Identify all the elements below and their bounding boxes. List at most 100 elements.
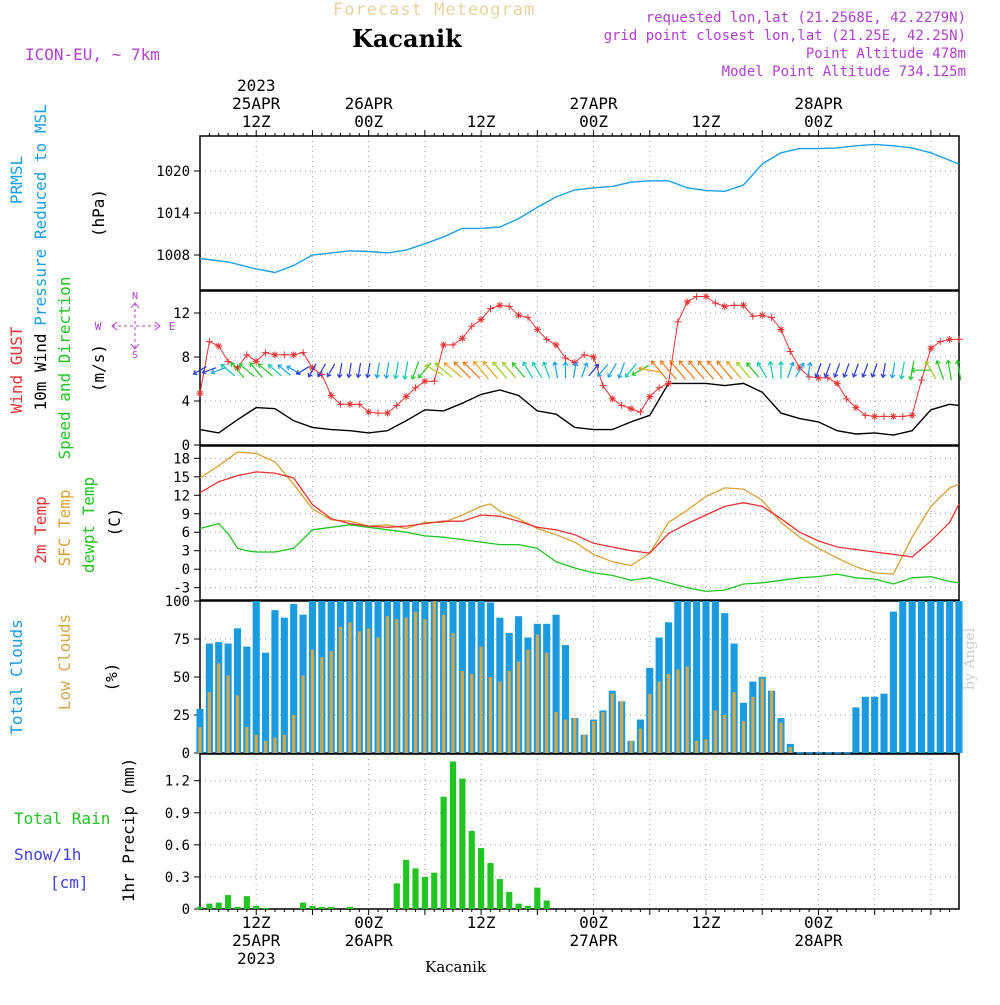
time-label-top: 27APR — [569, 94, 618, 113]
low-cloud-bar — [235, 695, 240, 753]
rain-bar — [449, 761, 457, 909]
total-cloud-bar — [262, 652, 270, 753]
rain-bar — [403, 859, 410, 909]
gust-marker-d2 — [515, 312, 522, 319]
gust-marker — [674, 318, 682, 326]
time-label-top: 00Z — [804, 112, 833, 131]
gust-marker — [215, 342, 223, 350]
gust-marker — [749, 312, 757, 320]
wind-arrow-head — [336, 373, 343, 379]
y-tick-label: 0 — [182, 562, 190, 578]
wind-arrow — [954, 359, 962, 381]
total-cloud-bar — [917, 601, 926, 753]
gust-marker — [833, 379, 841, 387]
rain-bar — [328, 906, 335, 909]
wind10m-line — [199, 382, 960, 436]
pressure-line — [199, 143, 960, 274]
wind-arrow-shaft — [258, 363, 274, 377]
low-cloud-bar — [423, 619, 427, 753]
rain-bar — [215, 902, 222, 909]
gust-marker — [843, 395, 851, 403]
gust-marker-d2 — [459, 335, 466, 342]
total-cloud-bar — [721, 613, 729, 753]
wind-arrow — [257, 363, 274, 377]
low-cloud-bar — [535, 634, 539, 753]
gust-marker-d2 — [347, 401, 353, 408]
gust-marker — [739, 301, 747, 309]
temp-unit: (C) — [105, 508, 124, 537]
gust-marker — [805, 373, 813, 381]
gust-marker-d2 — [646, 393, 653, 400]
wind-arrow-shaft — [660, 360, 677, 380]
wind-arrow — [220, 363, 236, 377]
wind-arrow-head — [220, 363, 226, 369]
low-cloud-bar — [385, 616, 390, 753]
time-label-bottom: 00Z — [804, 913, 833, 932]
low-cloud-bar — [301, 675, 305, 753]
wind-arrow-head — [660, 360, 665, 365]
time-label-bottom: 26APR — [345, 931, 394, 950]
wind-arrow-head — [462, 361, 468, 367]
gust-marker-d2 — [759, 312, 766, 319]
y-tick-label: 6 — [182, 525, 190, 541]
wind-arrow — [898, 361, 905, 380]
gust-marker-d2 — [890, 413, 897, 420]
gust-marker — [383, 409, 391, 417]
wind-arrow-head — [346, 373, 352, 379]
wind-arrow-head — [898, 374, 905, 380]
wind-arrow-shaft — [572, 362, 577, 378]
y-tick-label: 25 — [173, 708, 190, 724]
gust-marker — [608, 395, 616, 403]
rain-bar — [431, 872, 438, 909]
wind-arrow — [346, 362, 352, 379]
gust-marker — [505, 302, 513, 310]
gust-marker-d2 — [365, 409, 372, 415]
point-altitude: Point Altitude 478m — [805, 46, 966, 62]
y-tick-label: 0 — [182, 438, 190, 454]
wind-arrow — [924, 360, 937, 380]
low-cloud-bar — [601, 711, 605, 753]
wind-arrow — [317, 363, 327, 378]
total-cloud-bar — [880, 693, 888, 753]
wind-arrow-shaft — [716, 360, 733, 380]
low-cloud-bar — [629, 740, 633, 753]
wind-arrow — [443, 362, 463, 378]
gust-marker — [908, 411, 916, 419]
wind-arrow-shaft — [588, 364, 599, 377]
wind-arrow-head — [716, 360, 722, 366]
compass-n: N — [132, 291, 138, 302]
wind-arrow-head — [473, 360, 478, 366]
gust-marker-d2 — [703, 293, 709, 300]
watermark: by Angel — [962, 627, 978, 690]
compass-e: E — [169, 320, 176, 333]
wind-arrow — [767, 360, 774, 379]
wind-arrow-head — [697, 360, 703, 366]
wind-arrow — [393, 361, 399, 380]
wind-arrow — [669, 360, 687, 380]
low-cloud-bar — [554, 711, 558, 753]
total-cloud-bar — [927, 601, 935, 753]
wind-arrow-head — [736, 361, 741, 367]
wind-arrow — [716, 360, 733, 380]
wind-arrow — [581, 362, 589, 378]
precip-label-rain: Total Rain — [14, 809, 110, 828]
gust-marker — [730, 301, 738, 309]
gust-marker-d2 — [290, 351, 297, 358]
gust-marker-d2 — [215, 343, 222, 349]
wind-arrow — [880, 362, 887, 379]
gust-marker-d2 — [834, 380, 840, 387]
total-cloud-bar — [290, 604, 298, 753]
gust-marker — [711, 299, 719, 307]
gust-marker-d2 — [234, 365, 241, 371]
time-label-top: 28APR — [794, 94, 843, 113]
total-cloud-bar — [702, 601, 710, 753]
wind-arrow-shaft — [502, 362, 517, 379]
gust-marker — [458, 334, 466, 342]
wind-arrow — [795, 362, 805, 378]
y-tick-label: 50 — [173, 670, 190, 686]
wind-arrow-shaft — [597, 363, 609, 377]
wind-arrow-shaft — [669, 360, 687, 380]
wind-arrow — [383, 362, 390, 380]
wind-arrow-shaft — [376, 362, 380, 378]
wind-arrow-shaft — [327, 363, 336, 377]
